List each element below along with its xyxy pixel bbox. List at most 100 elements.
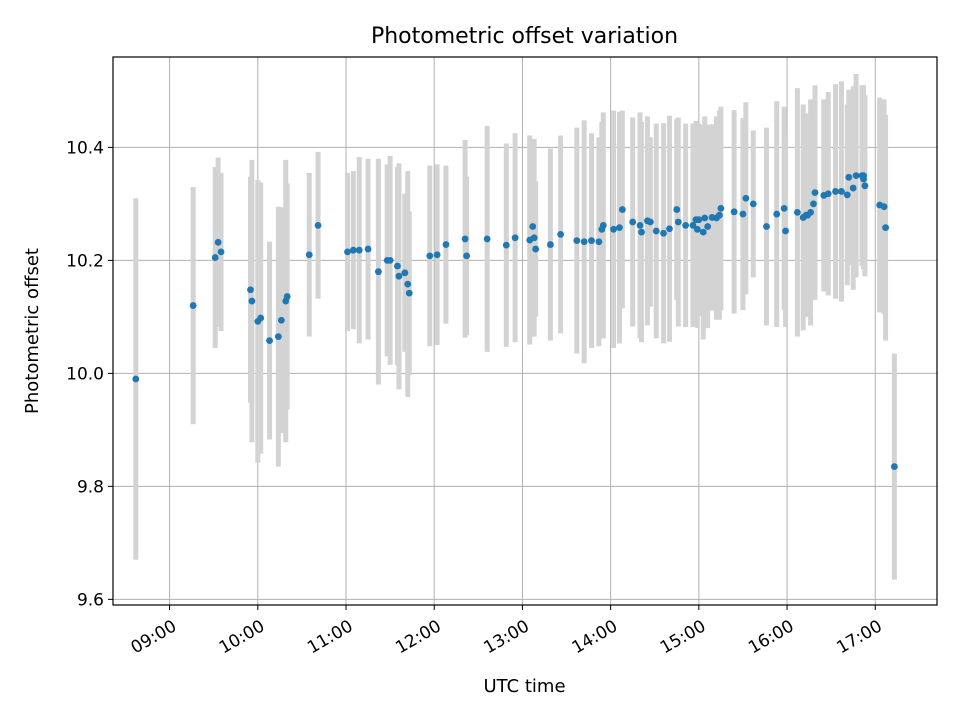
data-point (529, 223, 537, 230)
data-point (730, 208, 738, 216)
data-point (652, 227, 660, 235)
data-point (355, 246, 363, 254)
data-point (580, 238, 588, 246)
data-point (401, 269, 409, 277)
data-points (132, 172, 898, 470)
data-point (838, 188, 845, 195)
data-point (599, 221, 607, 229)
data-point (693, 225, 701, 233)
chart-title: Photometric offset variation (371, 24, 678, 49)
data-point (395, 272, 403, 280)
data-point (426, 252, 434, 260)
data-point (274, 333, 282, 341)
data-point (277, 316, 285, 324)
data-point (189, 302, 197, 309)
data-point (217, 248, 225, 256)
y-tick-label: 10.0 (66, 364, 104, 384)
data-point (810, 200, 817, 208)
data-point (890, 463, 898, 470)
data-point (404, 280, 412, 288)
data-point (530, 234, 538, 242)
data-point (573, 237, 581, 245)
data-point (780, 205, 788, 212)
data-point (610, 225, 617, 233)
data-point (674, 218, 682, 226)
data-point (666, 225, 673, 233)
data-point (247, 286, 254, 294)
data-point (695, 216, 703, 224)
data-point (211, 254, 219, 261)
data-point (682, 221, 690, 229)
data-point (880, 203, 888, 211)
data-point (811, 189, 819, 196)
data-point (461, 235, 469, 243)
data-point (701, 214, 709, 222)
x-axis-label: UTC time (483, 676, 565, 697)
data-point (463, 252, 470, 260)
data-point (314, 221, 322, 229)
data-point (852, 172, 860, 180)
data-point (349, 246, 357, 254)
data-point (616, 224, 623, 232)
data-point (763, 223, 770, 230)
data-point (849, 184, 857, 192)
data-point (344, 248, 351, 256)
data-point (364, 245, 372, 253)
y-tick-label: 10.4 (66, 138, 104, 158)
data-point (588, 237, 595, 245)
y-axis-ticks: 9.6 9.8 10.0 10.2 10.4 (66, 138, 113, 610)
data-point (807, 208, 814, 216)
data-point (546, 241, 554, 248)
plot-frame (112, 56, 938, 606)
data-point (305, 251, 313, 259)
data-point (248, 297, 256, 305)
data-point (557, 230, 565, 238)
data-point (374, 268, 382, 276)
data-point (483, 235, 491, 243)
data-point (782, 227, 789, 235)
data-point (742, 194, 750, 202)
data-point (717, 205, 725, 212)
data-point (618, 206, 626, 213)
data-point (532, 245, 540, 253)
data-point (502, 241, 510, 249)
data-point (214, 238, 222, 246)
y-axis-label: Photometric offset (22, 248, 43, 414)
data-point (394, 262, 401, 270)
y-tick-label: 9.8 (77, 477, 104, 497)
data-point (861, 182, 869, 190)
data-point (773, 210, 781, 218)
data-point (433, 251, 441, 259)
data-point (824, 190, 832, 198)
data-point (386, 256, 394, 264)
data-point (843, 191, 851, 199)
data-point (132, 375, 140, 383)
data-point (636, 221, 644, 229)
data-point (673, 206, 681, 213)
data-point (660, 229, 667, 237)
data-point (595, 238, 603, 246)
data-point (793, 208, 801, 216)
data-point (832, 188, 839, 195)
data-point (715, 211, 723, 219)
data-point (860, 172, 867, 180)
data-point (699, 228, 707, 236)
data-point (511, 234, 519, 242)
data-point (845, 173, 853, 181)
data-point (257, 314, 265, 322)
y-tick-label: 9.6 (77, 590, 104, 610)
data-point (442, 241, 450, 248)
data-point (882, 224, 889, 232)
data-point (749, 200, 757, 208)
data-point (689, 221, 697, 229)
data-point (646, 218, 654, 226)
data-point (405, 289, 413, 297)
y-tick-label: 10.2 (66, 251, 104, 271)
data-point (283, 293, 291, 300)
data-point (266, 337, 273, 345)
data-point (629, 218, 637, 226)
data-point (704, 223, 712, 230)
data-point (638, 228, 645, 236)
